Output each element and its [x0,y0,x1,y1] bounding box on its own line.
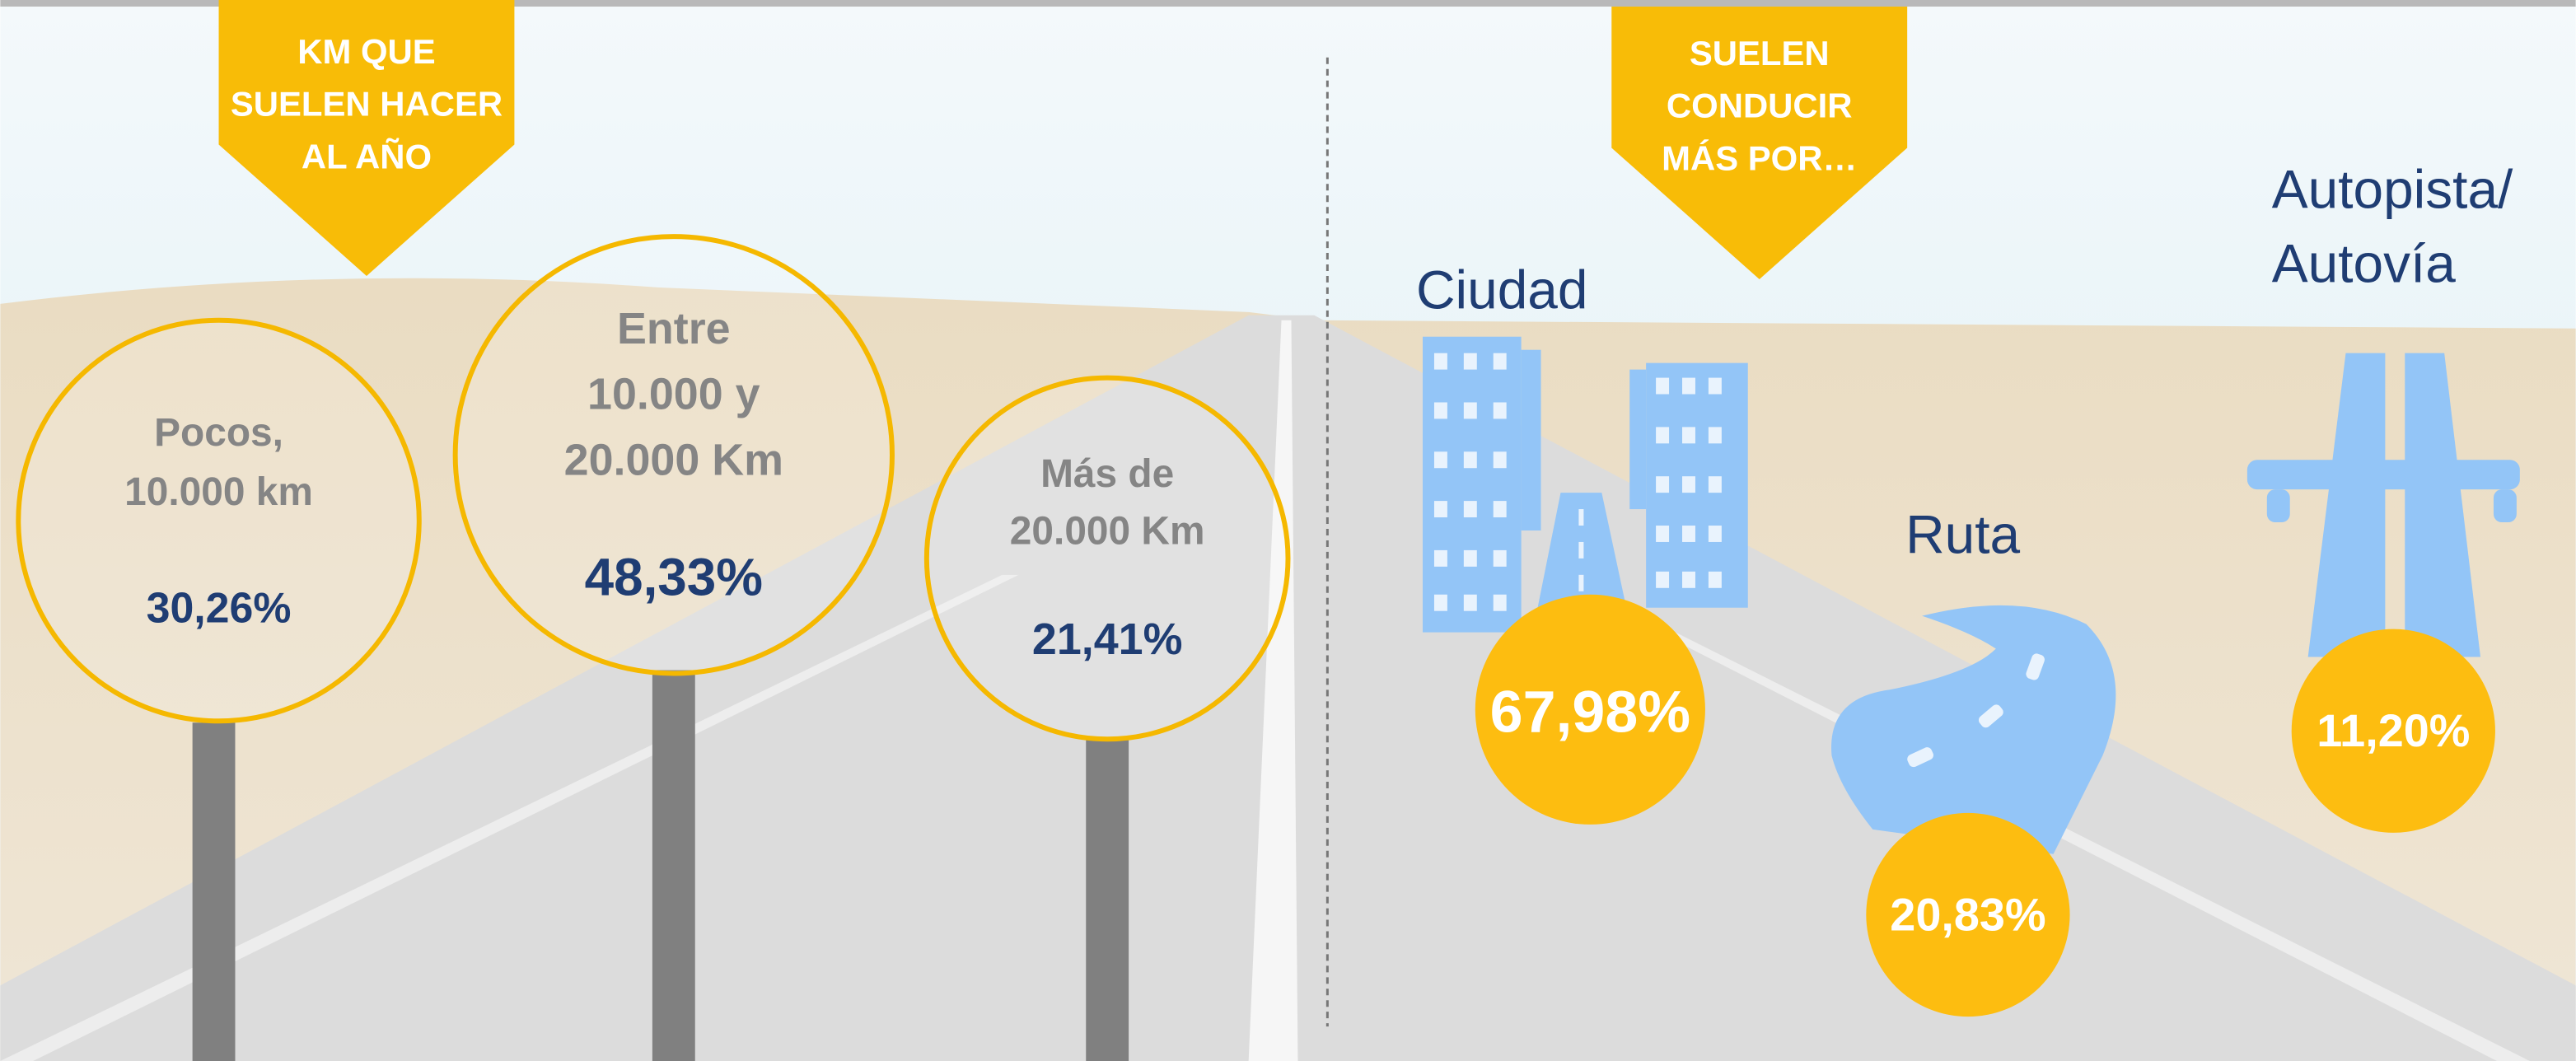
sign-label: Pocos, [154,411,283,455]
sign-label: Entre [617,304,731,353]
sign-post [652,670,695,1061]
sign-post [193,722,236,1061]
banner-text: SUELEN [1690,34,1830,72]
sign-label: 10.000 y [587,370,760,419]
road-label: Autopista/ [2272,159,2513,220]
road-percent: 20,83% [1890,888,2045,940]
sign-percent: 30,26% [147,583,292,631]
sign-percent: 21,41% [1032,615,1183,664]
road-percent: 11,20% [2317,704,2470,756]
sign-circle [18,320,418,721]
banner-text: SUELEN HACER [231,85,503,124]
banner-text: CONDUCIR [1667,86,1853,125]
banner-text: AL AÑO [302,137,432,175]
sign-circle [927,378,1288,740]
sign-percent: 48,33% [585,548,763,607]
sign-label: Más de [1040,452,1174,496]
road-label: Autovía [2272,232,2456,293]
road-percent: 67,98% [1490,679,1690,745]
banner-text: KM QUE [297,32,435,71]
road-label: Ruta [1905,503,2020,564]
banner-text: MÁS POR… [1662,138,1857,177]
infographic: KM QUE SUELEN HACER AL AÑO Pocos, 10.000… [0,0,2576,1061]
sign-label: 20.000 Km [564,435,783,484]
sign-label: 20.000 Km [1010,510,1205,554]
road-label: Ciudad [1416,259,1587,320]
sign-post [1086,739,1129,1061]
sign-label: 10.000 km [124,470,313,514]
